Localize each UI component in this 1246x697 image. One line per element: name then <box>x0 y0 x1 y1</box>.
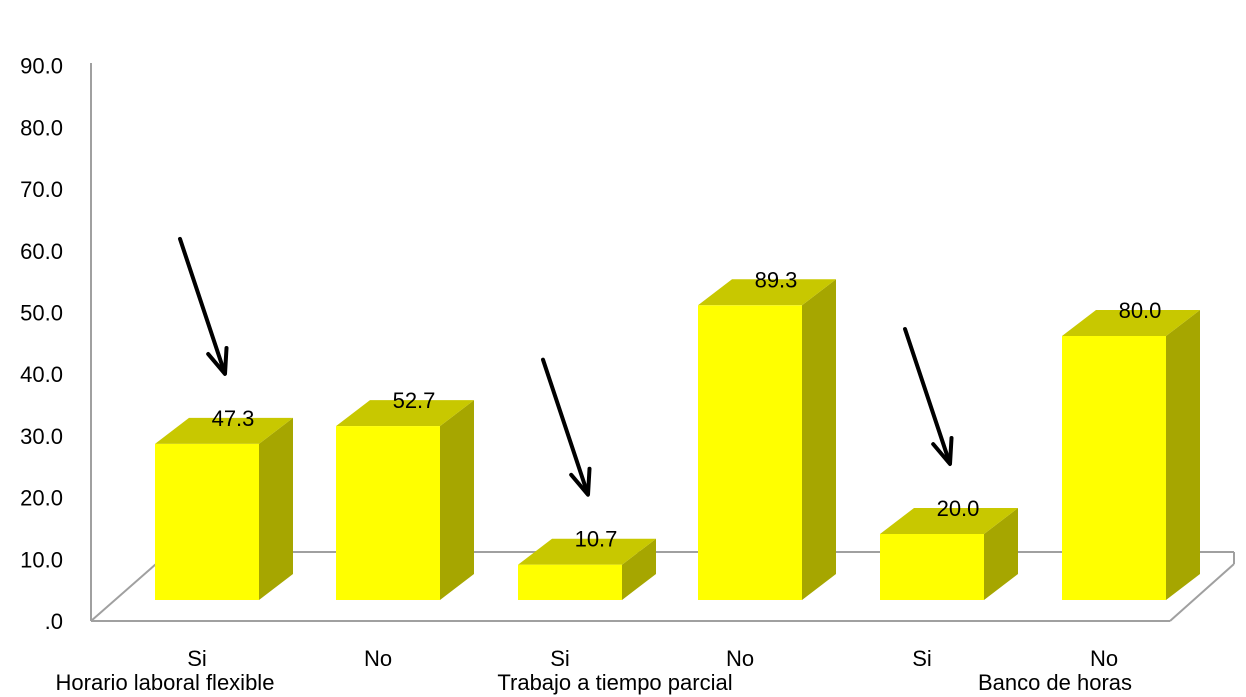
bar <box>1062 310 1200 600</box>
y-tick-label: .0 <box>45 609 63 634</box>
bar-side-face <box>440 400 474 600</box>
arrow-head <box>569 466 592 497</box>
bar <box>336 400 474 600</box>
arrow <box>903 327 954 466</box>
data-label: 89.3 <box>755 267 798 292</box>
bar-top-face <box>336 400 474 427</box>
y-tick-label: 30.0 <box>20 424 63 449</box>
bar-front-face <box>880 534 984 600</box>
bar-side-face <box>1166 310 1200 600</box>
axes <box>90 63 1235 622</box>
y-tick-label: 80.0 <box>20 115 63 140</box>
arrow-shaft <box>178 236 226 371</box>
y-tick-label: 50.0 <box>20 301 63 326</box>
bar <box>880 508 1018 600</box>
y-tick-label: 40.0 <box>20 362 63 387</box>
bar-top-face <box>880 508 1018 534</box>
bar <box>698 279 836 600</box>
arrow-shaft <box>903 327 951 461</box>
floor-left-edge <box>90 563 157 622</box>
data-label: 20.0 <box>937 496 980 521</box>
y-tick-label: 60.0 <box>20 239 63 264</box>
bar-top-face <box>698 279 836 306</box>
group-label: Trabajo a tiempo parcial <box>497 670 732 695</box>
y-axis-ticks: .0 10.0 20.0 30.0 40.0 50.0 60.0 70.0 80.0 90.0 <box>20 54 63 634</box>
bar-top-face <box>1062 310 1200 336</box>
data-label: 52.7 <box>393 388 436 413</box>
bar <box>155 417 293 600</box>
bar-front-face <box>336 426 440 600</box>
bar-side-face <box>984 508 1018 600</box>
bar-front-face <box>698 305 802 600</box>
arrow <box>541 357 592 497</box>
y-tick-label: 10.0 <box>20 547 63 572</box>
arrow-shaft <box>541 357 589 491</box>
data-label: 10.7 <box>575 527 618 552</box>
bar-front-face <box>1062 336 1166 600</box>
y-tick-label: 70.0 <box>20 177 63 202</box>
floor-right-edge <box>1169 563 1235 622</box>
bars <box>155 279 1200 600</box>
x-tick-label: Si <box>550 646 570 671</box>
bar-top-face <box>155 417 293 444</box>
group-label: Horario laboral flexible <box>56 670 275 695</box>
bar-side-face <box>802 279 836 600</box>
bar-side-face <box>622 538 656 600</box>
x-axis-ticks: Si No Si No Si No <box>187 646 1118 671</box>
bar-front-face <box>518 564 622 600</box>
y-tick-label: 90.0 <box>20 54 63 79</box>
arrow-head <box>206 345 229 376</box>
bar-top-face <box>518 538 656 565</box>
y-tick-label: 20.0 <box>20 486 63 511</box>
bar <box>518 538 656 600</box>
bar-side-face <box>259 417 293 600</box>
x-tick-label: No <box>364 646 392 671</box>
arrow-head <box>931 436 954 466</box>
data-label: 80.0 <box>1119 298 1162 323</box>
x-tick-label: No <box>1090 646 1118 671</box>
x-tick-label: No <box>726 646 754 671</box>
group-label: Banco de horas <box>978 670 1132 695</box>
data-label: 47.3 <box>212 406 255 431</box>
x-tick-label: Si <box>187 646 207 671</box>
data-labels: 47.3 52.7 10.7 89.3 20.0 80.0 <box>212 267 1162 551</box>
annotation-arrows <box>178 236 954 497</box>
group-labels: Horario laboral flexible Trabajo a tiempo… <box>56 670 1133 695</box>
x-tick-label: Si <box>912 646 932 671</box>
arrow <box>178 236 229 376</box>
bar-front-face <box>155 443 259 600</box>
